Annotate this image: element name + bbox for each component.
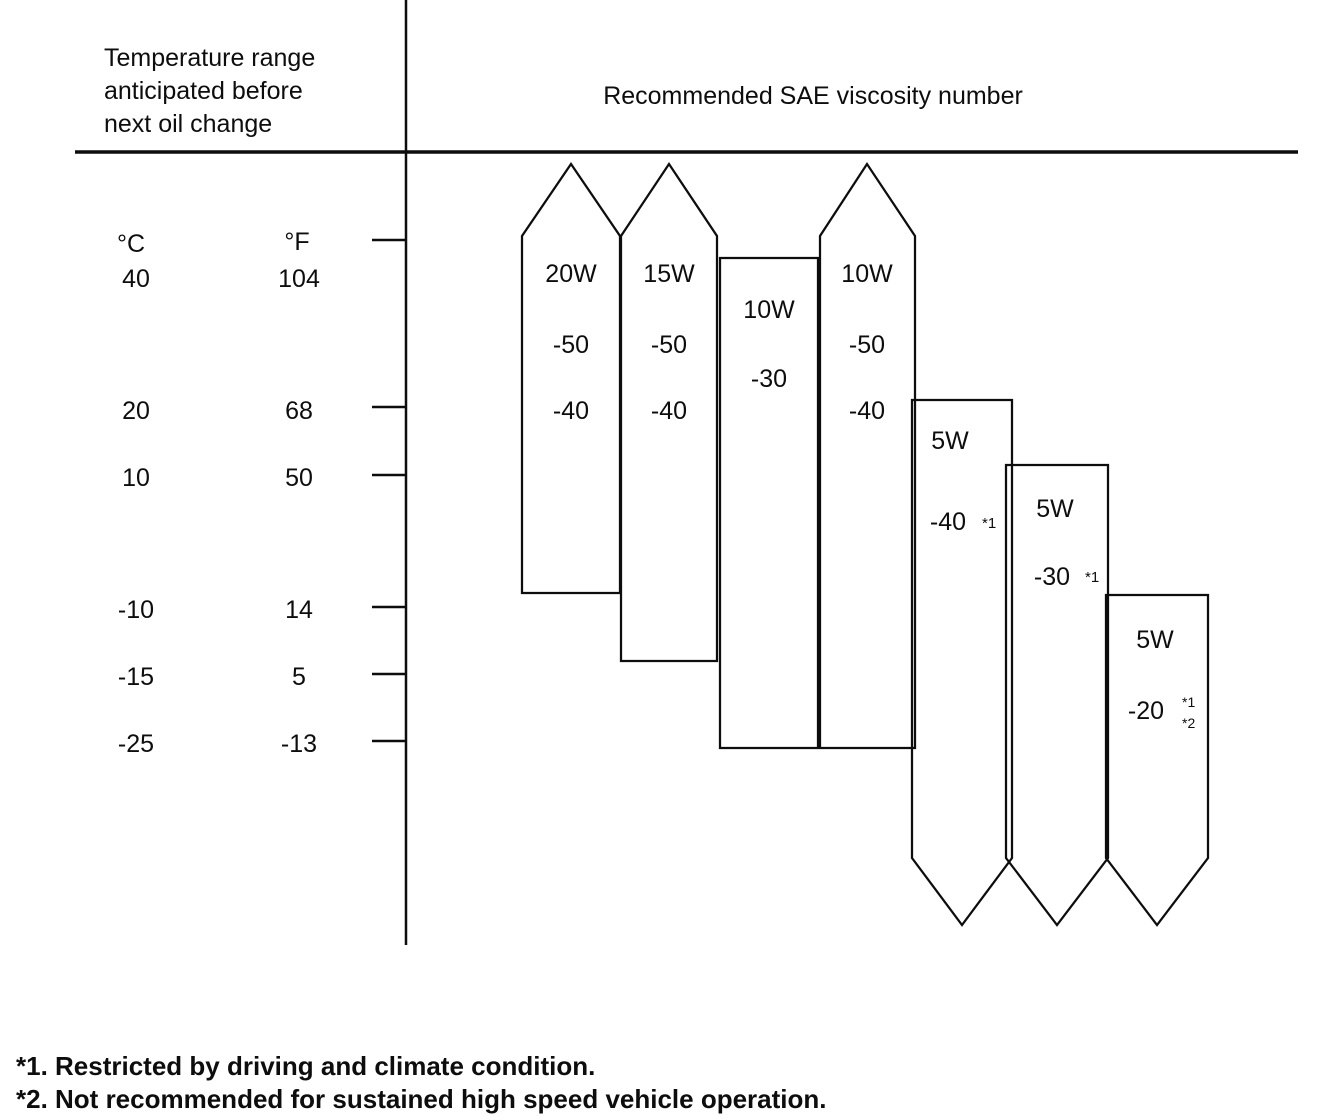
footnote-mark: *2 [1182,715,1195,731]
bar-label: -30 [1034,563,1070,591]
bar-label: -50 [849,331,885,359]
temp-c-value: 20 [122,397,150,425]
temp-f-value: 14 [285,596,313,624]
bar-20w-shape [520,162,622,595]
bar-label: -20 [1128,697,1164,725]
temperature-scale: 40 104 20 68 10 50 -10 14 -15 5 -25 -13 [118,265,320,758]
bar-15w-shape [619,161,719,663]
bar-10w50-shape [818,161,917,750]
temp-c-value: -15 [118,663,154,691]
bar-label: -40 [651,397,687,425]
bar-label: 5W [1036,495,1074,523]
left-axis-title-line: Temperature range [104,44,315,72]
temp-c-value: 10 [122,464,150,492]
footnote-mark: *1 [1182,694,1195,710]
tick-marks [372,238,405,743]
bar-5w20-shape [1104,593,1210,927]
temp-c-value: -25 [118,730,154,758]
bar-10w30-shape [718,256,820,750]
bar-label: -40 [553,397,589,425]
chart-title: Recommended SAE viscosity number [603,82,1023,110]
bar-label: -50 [651,331,687,359]
left-axis-title-line: next oil change [104,110,272,138]
left-axis-title-line: anticipated before [104,77,303,105]
bar-labels: 20W -50 -40 15W -50 -40 10W -30 10W -50 … [545,260,1195,731]
temp-f-value: 5 [292,663,306,691]
bar-label: 5W [1136,626,1174,654]
bar-label: -30 [751,365,787,393]
footnote-2: *2. Not recommended for sustained high s… [16,1084,827,1114]
temp-c-value: 40 [122,265,150,293]
left-axis-title: Temperature range anticipated before nex… [104,44,315,138]
bar-label: 20W [545,260,597,288]
footnote-1: *1. Restricted by driving and climate co… [16,1051,595,1081]
bar-label: -40 [849,397,885,425]
bar-label: 5W [931,427,969,455]
temp-f-value: 104 [278,265,320,293]
bar-label: 10W [841,260,893,288]
fahrenheit-header: °F [284,228,309,256]
footnote-mark: *1 [982,515,996,532]
temp-f-value: 50 [285,464,313,492]
bar-label: 15W [643,260,695,288]
temp-f-value: 68 [285,397,313,425]
viscosity-bars [520,161,1210,927]
bar-label: -40 [930,508,966,536]
temp-f-value: -13 [281,730,317,758]
bar-label: 10W [743,296,795,324]
celsius-header: °C [117,230,145,258]
temp-c-value: -10 [118,596,154,624]
bar-label: -50 [553,331,589,359]
bar-5w40-shape [910,398,1014,927]
bar-5w30-shape [1004,463,1110,927]
footnote-mark: *1 [1085,569,1099,586]
